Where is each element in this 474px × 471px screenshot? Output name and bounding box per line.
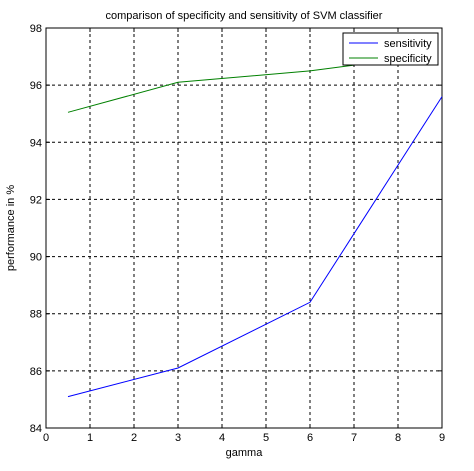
series-line-sensitivity — [67, 96, 443, 398]
x-tick-label: 1 — [87, 432, 93, 444]
chart-title: comparison of specificity and sensitivit… — [106, 10, 383, 22]
y-tick-label: 84 — [30, 423, 42, 435]
y-tick-label: 96 — [30, 80, 42, 92]
grid-lines — [46, 28, 442, 428]
x-tick-label: 6 — [307, 432, 313, 444]
y-tick-label: 90 — [30, 252, 42, 264]
plot-frame — [45, 27, 443, 429]
x-tick-label: 0 — [43, 432, 49, 444]
x-tick-label: 4 — [219, 432, 225, 444]
x-tick-label: 7 — [351, 432, 357, 444]
y-tick-label: 92 — [30, 194, 42, 206]
y-tick-label: 94 — [30, 137, 42, 149]
x-axis-label: gamma — [226, 447, 264, 459]
y-tick-label: 98 — [30, 23, 42, 35]
legend-label-specificity: specificity — [384, 53, 432, 65]
legend: sensitivity specificity — [342, 32, 439, 66]
plot-area — [46, 28, 442, 428]
x-tick-label: 2 — [131, 432, 137, 444]
x-tick-label: 5 — [263, 432, 269, 444]
y-axis-label: performance in % — [5, 185, 17, 271]
x-tick-label: 9 — [439, 432, 445, 444]
legend-box — [342, 32, 439, 66]
series-lines — [67, 64, 443, 398]
x-tick-label: 8 — [395, 432, 401, 444]
x-tick-label: 3 — [175, 432, 181, 444]
series-line-specificity — [67, 64, 355, 113]
legend-label-sensitivity: sensitivity — [384, 38, 432, 50]
y-tick-label: 88 — [30, 309, 42, 321]
ticks: 0 1 2 3 4 5 6 7 8 9 84 86 88 90 92 94 96 98 — [30, 23, 445, 444]
y-tick-label: 86 — [30, 366, 42, 378]
